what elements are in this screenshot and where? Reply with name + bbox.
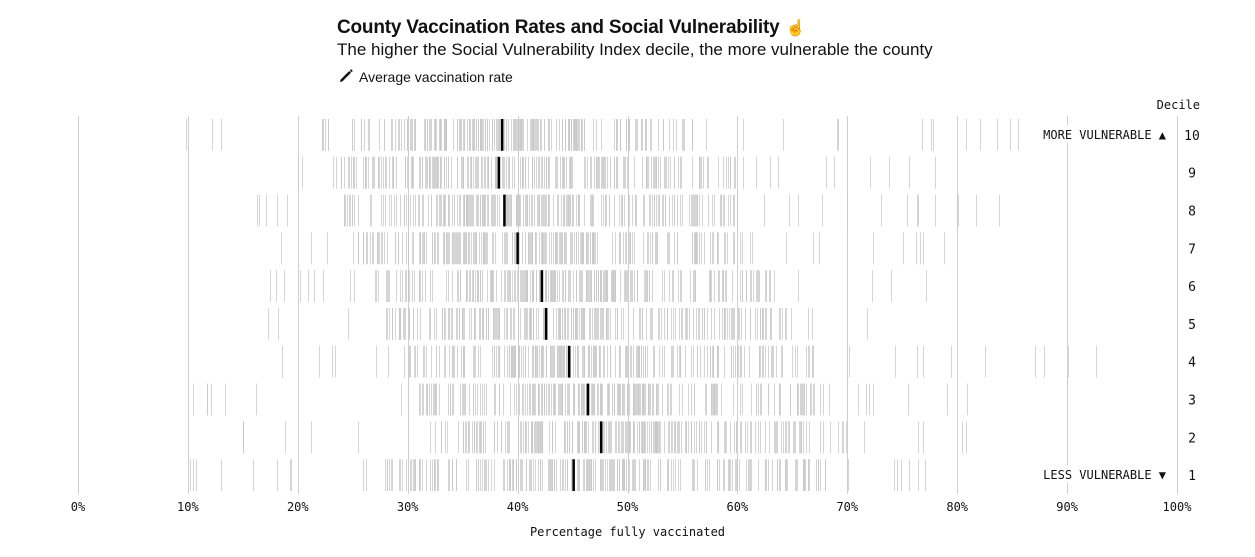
decile-label: 9 — [1188, 167, 1196, 182]
more-vulnerable-annotation: MORE VULNERABLE ▲ — [1034, 124, 1168, 143]
decile-label: 6 — [1188, 280, 1196, 295]
y-axis-title: Decile — [1157, 98, 1200, 112]
x-tick-label: 60% — [727, 500, 749, 514]
chart-title-text: County Vaccination Rates and Social Vuln… — [337, 17, 780, 38]
decile-label: 5 — [1188, 318, 1196, 333]
x-tick-label: 0% — [71, 500, 86, 514]
x-tick-label: 40% — [507, 500, 529, 514]
decile-row-4: 4 — [282, 345, 1196, 378]
x-tick-label: 70% — [836, 500, 858, 514]
pencil-icon — [340, 69, 353, 82]
x-tick-label: 10% — [177, 500, 199, 514]
more-vulnerable-annotation-bg — [1034, 124, 1168, 143]
decile-label: 3 — [1188, 394, 1196, 409]
decile-row-9: 9 — [298, 156, 1196, 189]
decile-row-8: 8 — [257, 194, 1196, 227]
decile-label: 8 — [1188, 205, 1196, 220]
decile-label: 1 — [1188, 469, 1196, 484]
tap-icon: ☝ — [785, 20, 806, 37]
decile-row-3: 3 — [193, 383, 1196, 416]
county-strips: 10 9 8 7 6 5 4 3 2 1 — [186, 119, 1200, 491]
x-axis-ticks: 0% 10% 20% 30% 40% 50% 60% 70% 80% 90% 100% — [71, 500, 1192, 514]
x-axis-title: Percentage fully vaccinated — [530, 525, 725, 539]
legend-label: Average vaccination rate — [359, 68, 513, 85]
legend: Average vaccination rate — [337, 68, 513, 85]
less-vulnerable-annotation: LESS VULNERABLE ▼ — [1034, 465, 1168, 484]
decile-row-5: 5 — [268, 308, 1196, 340]
decile-label: 10 — [1184, 129, 1200, 144]
x-tick-label: 100% — [1163, 500, 1193, 514]
chart-title: County Vaccination Rates and Social Vuln… — [337, 17, 805, 39]
x-tick-label: 80% — [946, 500, 968, 514]
decile-row-7: 7 — [281, 232, 1196, 265]
chart-subtitle: The higher the Social Vulnerability Inde… — [337, 40, 933, 59]
decile-label: 7 — [1188, 242, 1196, 257]
x-tick-label: 50% — [617, 500, 639, 514]
more-vulnerable-annotation-text: MORE VULNERABLE ▲ — [1043, 128, 1167, 142]
x-tick-label: 90% — [1056, 500, 1078, 514]
decile-label: 2 — [1188, 431, 1196, 446]
less-vulnerable-annotation-text: LESS VULNERABLE ▼ — [1043, 468, 1167, 482]
x-tick-label: 20% — [287, 500, 309, 514]
decile-row-10: 10 — [186, 119, 1200, 151]
decile-row-6: 6 — [270, 270, 1196, 302]
decile-row-2: 2 — [243, 421, 1196, 454]
decile-label: 4 — [1188, 356, 1196, 371]
less-vulnerable-annotation-bg — [1034, 465, 1168, 484]
decile-row-1: 1 — [190, 459, 1196, 491]
x-tick-label: 30% — [397, 500, 419, 514]
